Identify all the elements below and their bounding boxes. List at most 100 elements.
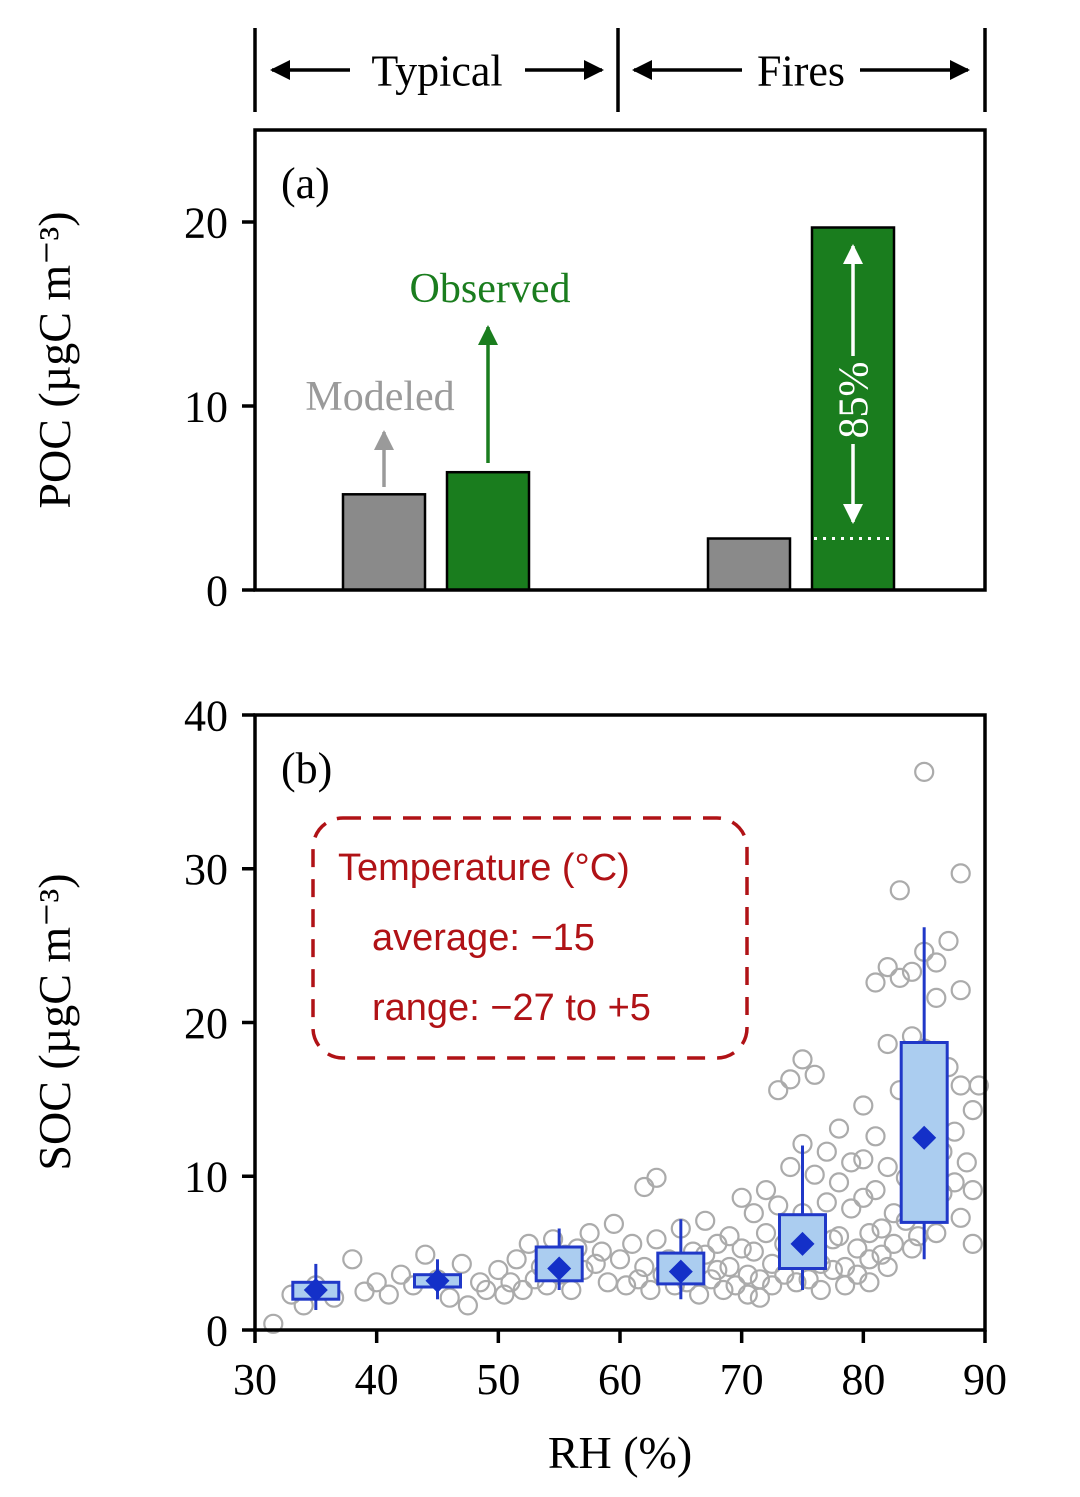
scatter-point [743,1241,764,1262]
scatter-point [914,761,935,783]
scatter-point [390,1264,412,1285]
panel-b-y-tick-label: 30 [184,845,228,894]
mean-diamond [912,1125,937,1150]
scatter-point [804,1164,825,1185]
scatter-point [950,1207,971,1228]
scatter-point [901,1238,923,1259]
scatter-point [719,1256,740,1278]
box-iqr [778,1213,827,1270]
scatter-point [865,1179,886,1201]
scatter-point [713,1279,734,1301]
scatter-point [877,1256,898,1278]
panel-b-axes-ticks: 30 40 50 60 70 80 90 0 10 20 30 40 [184,691,1007,1404]
temperature-average: average: −15 [372,917,595,959]
scatter-point [451,1253,472,1275]
scatter-point [737,1284,758,1305]
scatter-point [841,1198,862,1219]
scatter-point [695,1210,716,1231]
panel-b-boxplots [291,927,949,1310]
scatter-point [901,961,923,982]
panel-b-x-tick-label: 50 [476,1355,520,1404]
scatter-point [859,1222,880,1244]
scatter-point [780,1069,801,1090]
scatter-point [828,1118,850,1139]
scatter-point [640,1279,661,1301]
scatter-point [968,1075,990,1096]
scatter-point [871,1244,892,1265]
panel-b-x-tick-label: 60 [598,1355,642,1404]
scatter-point [688,1284,710,1305]
scatter-point [488,1259,509,1281]
scatter-point [847,1238,868,1259]
mean-diamond [790,1231,815,1256]
scatter-point [828,1226,850,1247]
scatter-point [962,1179,983,1201]
scatter-point [378,1284,399,1305]
scatter-point [877,1033,898,1055]
scatter-point [263,1313,284,1334]
scatter-point [603,1213,625,1235]
scatter-point [859,1272,880,1293]
scatter-point [810,1279,831,1301]
mean-diamond [425,1268,450,1293]
panel-a-y-tick-label: 0 [206,566,228,615]
panel-b: 30 40 50 60 70 80 90 0 10 20 30 40 (b) Temperature … [29,691,1007,1478]
scatter-point [634,1256,655,1278]
panel-a-bars [341,226,896,592]
panel-b-x-tick-label: 30 [233,1355,277,1404]
modeled-annotation: Modeled [305,374,454,420]
scatter-point [950,1075,971,1096]
scatter-point [585,1253,606,1275]
scatter-point [962,1099,983,1121]
scatter-point [926,987,947,1009]
modeled-bar-fires [706,537,792,592]
mean-diamond [668,1259,693,1284]
panel-b-x-tick-label: 80 [841,1355,885,1404]
scatter-point [822,1259,844,1281]
scatter-point [634,1176,655,1198]
scatter-point [853,1149,874,1170]
panel-a-y-tick-label: 20 [184,198,228,247]
scatter-point [579,1222,600,1244]
scatter-point [725,1275,746,1296]
scatter-point [439,1287,460,1308]
panel-a-y-axis-title: POC (µgC m⁻³) [29,211,80,508]
panel-a-annotations: (a) Modeled Observed 85% [281,159,892,540]
scatter-point [342,1249,363,1270]
scatter-point [415,1244,436,1265]
scatter-point [476,1279,497,1301]
scatter-point [646,1167,667,1188]
scatter-point [792,1049,813,1070]
panel-a-y-axis: 0 10 20 [184,198,255,615]
scatter-point [719,1226,740,1247]
scatter-point [865,972,886,993]
scatter-point [853,1095,874,1116]
scatter-point [755,1222,777,1244]
scatter-point [834,1275,856,1296]
scatter-point [737,1264,758,1285]
panel-b-x-tick-label: 70 [720,1355,764,1404]
scatter-point [609,1249,631,1270]
panel-b-y-tick-label: 0 [206,1306,228,1355]
top-header: Typical Fires [253,28,987,112]
scatter-point [816,1192,837,1213]
panel-b-y-tick-label: 10 [184,1153,228,1202]
scatter-point [707,1259,728,1281]
scatter-point [865,1126,886,1147]
scatter-point [816,1141,837,1162]
typical-group-label: Typical [371,46,502,95]
temperature-annotation-box: Temperature (°C) average: −15 range: −27… [311,816,749,1060]
panel-b-x-tick-label: 40 [355,1355,399,1404]
scatter-point [731,1187,752,1208]
scatter-point [731,1238,752,1259]
scatter-point [877,956,898,978]
scatter-point [889,967,910,989]
scatter-point [646,1229,667,1250]
scatter-point [883,1233,904,1255]
scatter-point [615,1275,637,1296]
scatter-point [597,1272,618,1293]
scatter-point [457,1295,478,1316]
scatter-point [506,1249,527,1270]
